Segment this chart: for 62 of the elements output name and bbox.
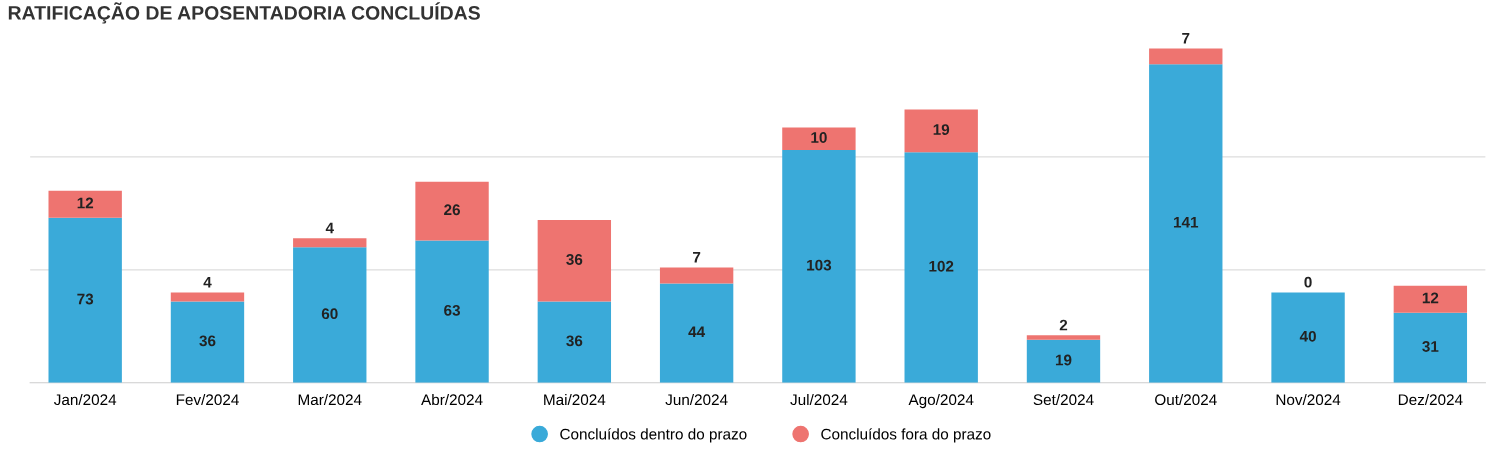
bar — [415, 240, 489, 383]
bar — [659, 267, 734, 284]
data-label: 60 — [321, 308, 338, 320]
data-label: 12 — [1422, 292, 1439, 304]
data-label: 0 — [1304, 276, 1312, 288]
data-label: 10 — [811, 132, 827, 143]
x-tick-label: Mai/2024 — [544, 393, 606, 406]
data-label: 36 — [566, 254, 583, 265]
data-label: 12 — [77, 197, 94, 209]
data-label: 73 — [77, 293, 94, 305]
chart-title: RATIFICAÇÃO DE APOSENTADORIA CONCLUÍDAS — [8, 2, 480, 24]
x-tick-label: Dez/2024 — [1398, 393, 1463, 406]
bar — [904, 152, 978, 383]
bar — [1393, 312, 1468, 383]
x-tick-label: Jan/2024 — [54, 393, 117, 406]
x-tick-label: Jul/2024 — [790, 393, 848, 406]
bar — [48, 190, 122, 218]
bar — [537, 220, 612, 302]
data-label: 4 — [203, 276, 212, 288]
bar — [1149, 64, 1223, 383]
legend-label: Concluídos fora do prazo — [821, 428, 991, 443]
bar — [293, 238, 367, 248]
x-tick-label: Jun/2024 — [665, 393, 728, 406]
data-label: 19 — [1055, 354, 1072, 366]
data-label: 19 — [933, 124, 950, 135]
x-tick-label: Out/2024 — [1155, 393, 1217, 406]
bar — [293, 247, 367, 383]
data-label: 7 — [1182, 32, 1190, 44]
data-label: 141 — [1173, 216, 1199, 228]
bar — [537, 301, 612, 383]
data-label: 44 — [688, 326, 706, 338]
bar — [1149, 48, 1223, 65]
data-label: 102 — [929, 260, 954, 272]
bar — [48, 217, 122, 383]
bar — [415, 181, 489, 241]
bar — [782, 150, 856, 383]
data-label: 103 — [807, 259, 832, 271]
data-label: 40 — [1299, 330, 1316, 342]
bar — [782, 127, 856, 151]
bar — [1393, 285, 1468, 313]
bar — [904, 109, 978, 153]
bar — [170, 292, 245, 302]
bar — [1026, 339, 1101, 383]
x-tick-label: Set/2024 — [1033, 393, 1094, 406]
data-label: 7 — [693, 252, 701, 263]
legend-label: Concluídos dentro do prazo — [560, 428, 747, 443]
x-tick-label: Mar/2024 — [298, 393, 362, 406]
data-label: 36 — [566, 335, 583, 347]
x-tick-label: Abr/2024 — [421, 393, 483, 406]
bar — [1271, 292, 1345, 383]
data-label: 4 — [325, 222, 334, 234]
data-label: 63 — [444, 304, 460, 316]
bar — [170, 301, 245, 383]
x-tick-label: Nov/2024 — [1276, 393, 1341, 406]
x-tick-label: Fev/2024 — [176, 393, 239, 406]
bar — [659, 283, 734, 383]
data-label: 36 — [199, 335, 216, 347]
data-label: 2 — [1059, 319, 1068, 331]
data-label: 26 — [444, 204, 460, 216]
bar — [1026, 335, 1101, 340]
x-tick-label: Ago/2024 — [908, 393, 974, 409]
data-label: 31 — [1422, 341, 1439, 352]
